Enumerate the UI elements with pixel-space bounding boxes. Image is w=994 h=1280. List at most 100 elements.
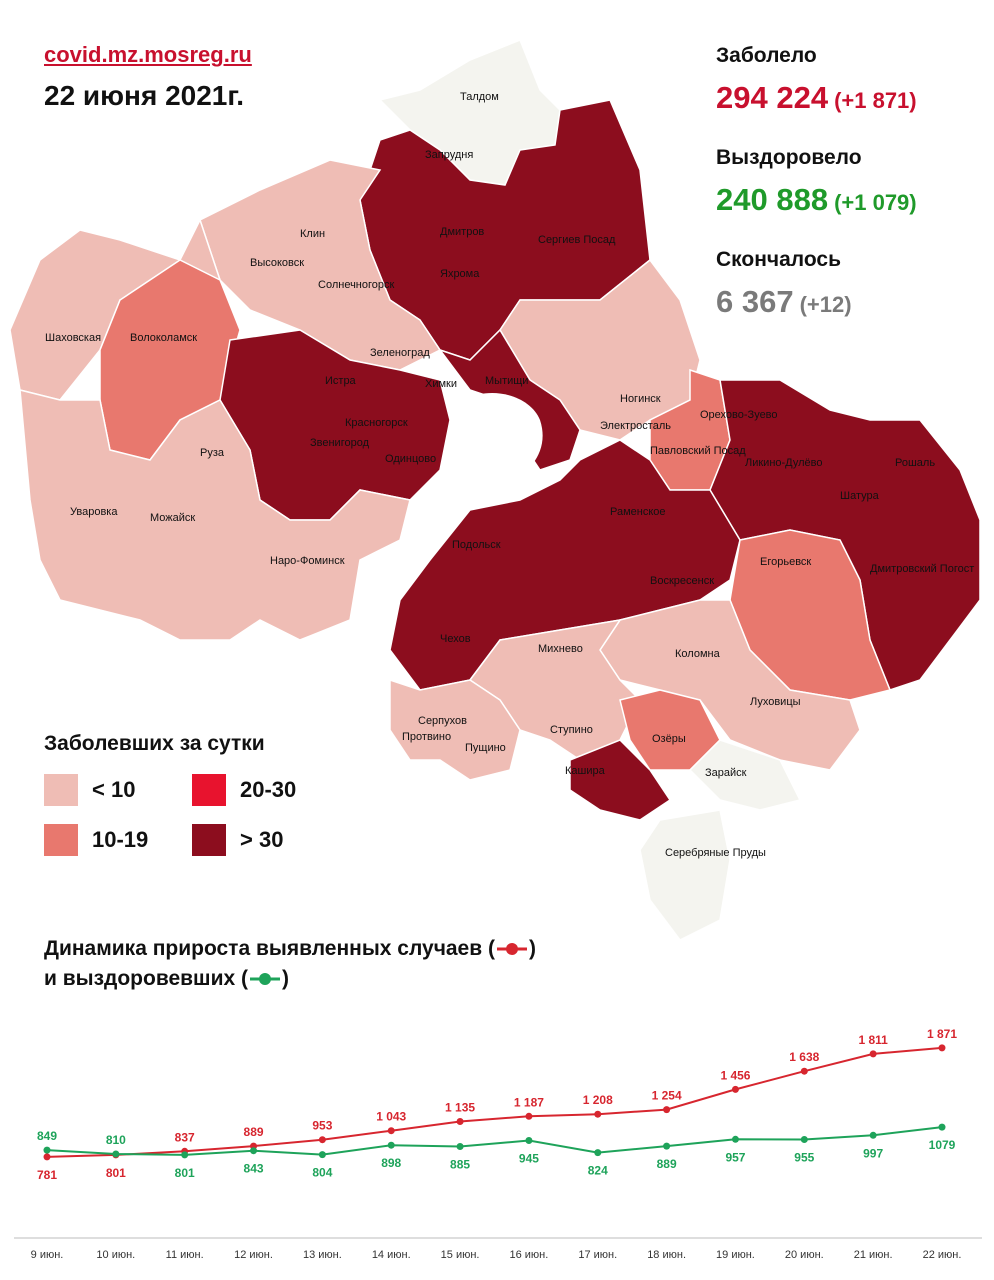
legend-swatch [192,774,226,806]
data-point [318,1151,326,1159]
data-label: 1 254 [652,1089,682,1103]
legend-label: > 30 [240,827,284,852]
data-point [731,1135,739,1143]
map-label: Ступино [550,724,593,736]
data-point [250,1147,258,1155]
data-label: 1 208 [583,1093,613,1107]
sick-value: 294 224 [716,80,829,115]
map-label: Егорьевск [760,556,811,568]
data-point [800,1136,808,1143]
dynamics-title-line2-end: ) [281,967,289,990]
legend-item-lt10: < 10 [44,774,135,806]
data-label: 1 135 [445,1101,475,1115]
data-label: 953 [312,1119,332,1133]
site-link[interactable]: covid.mz.mosreg.ru [44,42,252,67]
legend-item-gt30: > 30 [192,824,283,856]
data-label: 824 [588,1164,608,1178]
data-point [112,1150,120,1158]
data-label: 945 [519,1152,539,1166]
recovered-stat: 240 888 (+1 079) [716,182,917,218]
map-label: Можайск [150,512,195,524]
x-tick-label: 11 июн. [166,1249,204,1261]
data-label: 1 187 [514,1095,544,1109]
data-point [318,1136,326,1144]
legend-swatch [44,824,78,856]
legend-title: Заболевших за сутки [44,732,265,755]
died-stat: 6 367 (+12) [716,284,852,320]
x-tick-label: 21 июн. [854,1249,893,1261]
map-label: Высоковск [250,257,304,269]
map-label: Кашира [565,765,606,777]
legend-label: < 10 [92,777,136,802]
data-point [594,1149,602,1157]
data-label: 957 [725,1150,745,1164]
x-tick-label: 16 июн. [510,1249,549,1261]
report-date: 22 июня 2021г. [44,80,245,111]
sick-stat: 294 224 (+1 871) [716,80,917,116]
map-label: Рошаль [895,457,935,469]
x-tick-label: 20 июн. [785,1249,824,1261]
map-label: Луховицы [750,696,801,708]
map-label: Талдом [460,91,499,103]
district-ruza [19,389,411,641]
x-tick-label: 17 июн. [578,1249,617,1261]
legend-swatch [44,774,78,806]
data-point [181,1151,189,1159]
dynamics-title-line1: Динамика прироста выявленных случаев ( [44,937,495,960]
data-point [869,1131,877,1139]
moscow-city [449,392,543,484]
map-label: Клин [300,228,325,240]
region-map: Талдом Запрудня Дмитров Яхрома Сергиев П… [9,39,981,941]
map-label: Наро-Фоминск [270,555,345,567]
legend-item-10-19: 10-19 [44,824,148,856]
data-label: 1 043 [376,1110,406,1124]
data-label: 843 [244,1162,264,1176]
district-zaraysk [688,739,802,811]
data-label: 889 [657,1157,677,1171]
data-point [594,1110,602,1118]
map-label: Сергиев Посад [538,234,616,246]
map-label: Одинцово [385,453,436,465]
dynamics-chart: 781 801 837 889 953 1 043 1 135 1 187 1 208 1 254… [14,1027,982,1261]
data-label: 810 [106,1133,126,1147]
recovered-label: Выздоровело [716,146,862,169]
data-label: 1 871 [927,1027,957,1041]
x-tick-label: 9 июн. [31,1249,64,1261]
map-label: Красногорск [345,417,408,429]
district-kolomna [599,599,861,771]
data-point [663,1142,671,1150]
series-line [46,1126,943,1156]
map-label: Ногинск [620,393,661,405]
dynamics-title-line2: и выздоровевших ( [44,967,248,990]
map-label: Дмитров [440,226,484,238]
map-label: Пущино [465,742,506,754]
x-tick-label: 13 июн. [303,1249,342,1261]
data-label: 1 811 [858,1033,888,1047]
districts [9,39,981,941]
legend-label: 20-30 [240,777,297,802]
map-label: Павловский Посад [650,445,746,457]
map-label: Орехово-Зуево [700,409,778,421]
data-point [525,1112,533,1120]
x-tick-label: 12 июн. [234,1249,273,1261]
data-label: 781 [37,1168,57,1182]
map-label: Подольск [452,539,501,551]
data-point [387,1141,395,1149]
data-point [456,1118,464,1125]
data-label: 849 [37,1129,57,1143]
x-tick-label: 19 июн. [716,1249,755,1261]
map-label: Уваровка [70,506,118,518]
sick-label: Заболело [716,44,817,67]
map-label: Зеленоград [370,347,430,359]
map-label: Волоколамск [130,332,197,344]
data-point [43,1146,51,1154]
data-label: 837 [175,1130,195,1144]
dynamics-title-line1-end: ) [528,937,536,960]
data-label: 1 638 [789,1050,819,1064]
data-point [731,1085,739,1093]
data-point [525,1137,533,1144]
x-tick-label: 10 июн. [96,1249,135,1261]
chart-lines [43,1044,946,1161]
map-label: Воскресенск [650,575,714,587]
data-label: 889 [244,1125,264,1139]
